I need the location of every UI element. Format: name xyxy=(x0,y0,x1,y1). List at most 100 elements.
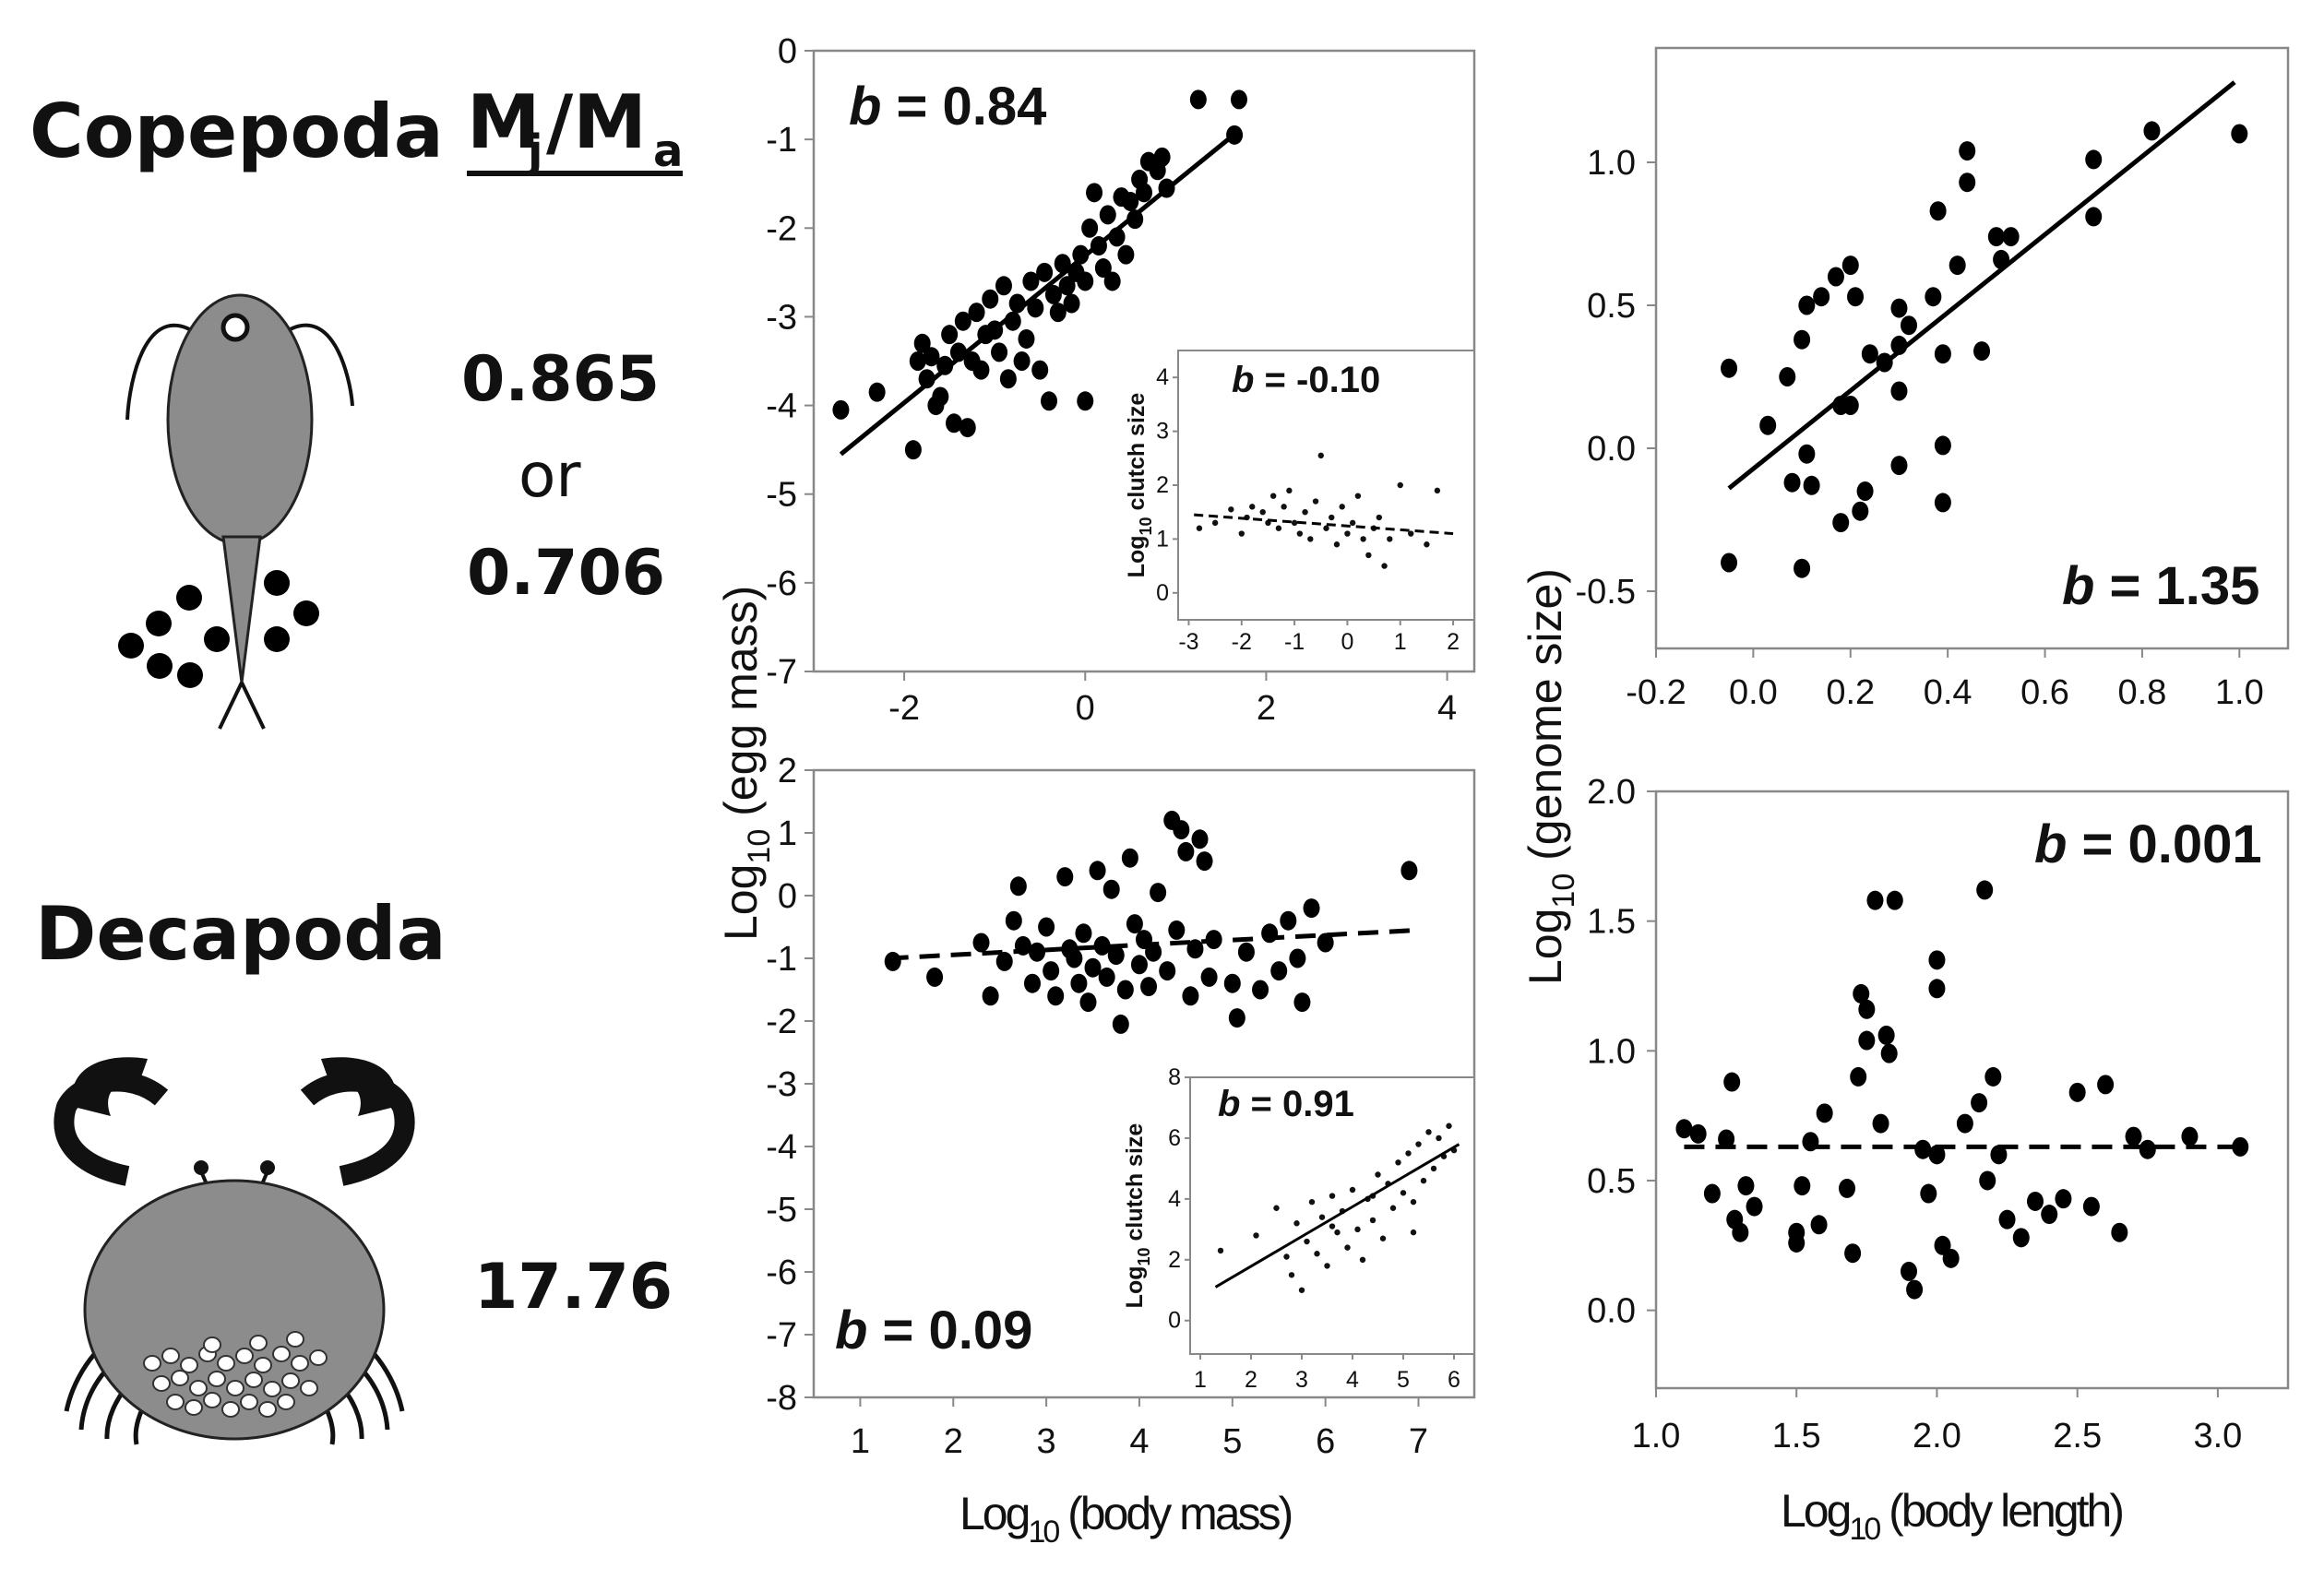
data-point xyxy=(1077,271,1094,291)
data-point xyxy=(1098,967,1115,987)
data-point xyxy=(2027,1191,2044,1211)
data-point xyxy=(1237,942,1255,962)
data-point xyxy=(1746,1196,1763,1217)
x-tick-label: -0.2 xyxy=(1626,673,1686,712)
data-point xyxy=(1675,1119,1693,1139)
data-point xyxy=(1018,328,1035,349)
data-point xyxy=(1329,514,1335,521)
y-tick-label: -3 xyxy=(766,298,797,337)
data-point xyxy=(1116,980,1134,1000)
data-point xyxy=(1424,541,1430,548)
crab-egg xyxy=(180,1357,198,1373)
slope-symbol: b xyxy=(1218,1084,1240,1124)
data-point xyxy=(1949,255,1966,276)
crab-egg xyxy=(203,1336,221,1353)
data-point xyxy=(991,342,1008,362)
y-tick-label: 2 xyxy=(1168,1247,1181,1273)
x-tick-label: 4 xyxy=(1437,689,1457,728)
y-tick-label: -1 xyxy=(766,121,797,160)
data-point xyxy=(2097,1075,2115,1095)
data-point xyxy=(1408,530,1414,537)
data-point xyxy=(1117,244,1135,265)
data-point xyxy=(1259,509,1266,516)
body-mass-xlabel: Log10 (body mass) xyxy=(959,1488,1292,1550)
data-point xyxy=(1721,552,1738,573)
x-tick-label: 2.0 xyxy=(1913,1417,1961,1455)
copepod-illustration xyxy=(118,293,354,730)
copepod-eye xyxy=(220,313,250,342)
crab-egg-cluster xyxy=(143,1331,328,1418)
data-point xyxy=(2002,227,2020,247)
data-point xyxy=(1121,848,1138,868)
copepod-egg xyxy=(204,626,230,652)
data-point xyxy=(1410,1229,1417,1236)
data-point xyxy=(1066,948,1083,968)
data-point xyxy=(1302,509,1308,516)
ratio-header-sub-j: j xyxy=(526,125,542,177)
data-point xyxy=(1314,1251,1320,1257)
data-point xyxy=(1436,1135,1442,1142)
data-point xyxy=(1861,344,1878,364)
data-point xyxy=(1136,183,1152,203)
data-point xyxy=(1783,472,1801,493)
data-point xyxy=(1103,271,1121,291)
data-point xyxy=(1318,1214,1326,1220)
data-point xyxy=(1252,980,1269,1000)
data-point xyxy=(1312,498,1319,505)
data-point xyxy=(1920,1183,1937,1204)
ratio-header-sub-a: a xyxy=(653,125,683,177)
data-point xyxy=(982,289,999,309)
data-point xyxy=(1217,1247,1224,1254)
data-point xyxy=(1291,519,1298,527)
y-tick-label: -1 xyxy=(766,940,797,979)
slope-value: = 0.09 xyxy=(867,1301,1032,1360)
data-point xyxy=(2181,1126,2199,1146)
data-point xyxy=(1872,1113,1889,1134)
y-tick-label: 2 xyxy=(1156,472,1169,498)
copepod-furca-right xyxy=(240,682,266,730)
data-point xyxy=(982,986,999,1006)
data-point xyxy=(1354,1226,1361,1233)
data-point xyxy=(1150,883,1167,903)
data-point xyxy=(2068,1082,2086,1102)
decapoda-label: Decapoda xyxy=(35,891,447,977)
copepod-egg xyxy=(293,600,319,626)
y-tick-label: -8 xyxy=(766,1379,797,1418)
x-tick-label: 1.5 xyxy=(1772,1417,1821,1455)
data-point xyxy=(1344,530,1351,537)
data-point xyxy=(1043,961,1060,981)
copepod-antenna-right xyxy=(277,323,354,407)
data-point xyxy=(1841,396,1859,415)
y-tick-label: -7 xyxy=(766,653,797,692)
crab-egg xyxy=(152,1375,171,1392)
crab-egg xyxy=(254,1357,272,1373)
clutch-size-ylabel-part: 10 xyxy=(1135,1247,1153,1265)
data-point xyxy=(2139,1139,2156,1159)
data-point xyxy=(1070,973,1088,993)
y-tick-label: -0.5 xyxy=(1576,573,1636,612)
data-point xyxy=(1269,493,1277,499)
data-point xyxy=(1723,1072,1741,1092)
data-point xyxy=(1410,1198,1417,1206)
data-point xyxy=(1906,1279,1924,1300)
data-point xyxy=(904,440,922,460)
crab-egg xyxy=(208,1371,226,1387)
data-point xyxy=(1086,183,1103,203)
fit-line xyxy=(839,128,1241,457)
x-tick-label: -2 xyxy=(1232,629,1252,655)
data-point xyxy=(1027,298,1044,318)
copepod-egg xyxy=(177,662,203,688)
data-point xyxy=(1323,525,1329,531)
data-point xyxy=(2232,1136,2249,1157)
x-tick-label: 2 xyxy=(1257,689,1276,728)
crab-claw-right xyxy=(321,1057,397,1116)
copepoda-label: Copepoda xyxy=(30,89,444,174)
data-point xyxy=(1029,942,1046,962)
data-point xyxy=(1425,1129,1432,1135)
data-point xyxy=(1333,541,1341,548)
slope-value: = -0.10 xyxy=(1254,360,1380,400)
data-point xyxy=(995,951,1013,971)
crab-egg xyxy=(235,1348,254,1364)
data-point xyxy=(1280,910,1297,931)
